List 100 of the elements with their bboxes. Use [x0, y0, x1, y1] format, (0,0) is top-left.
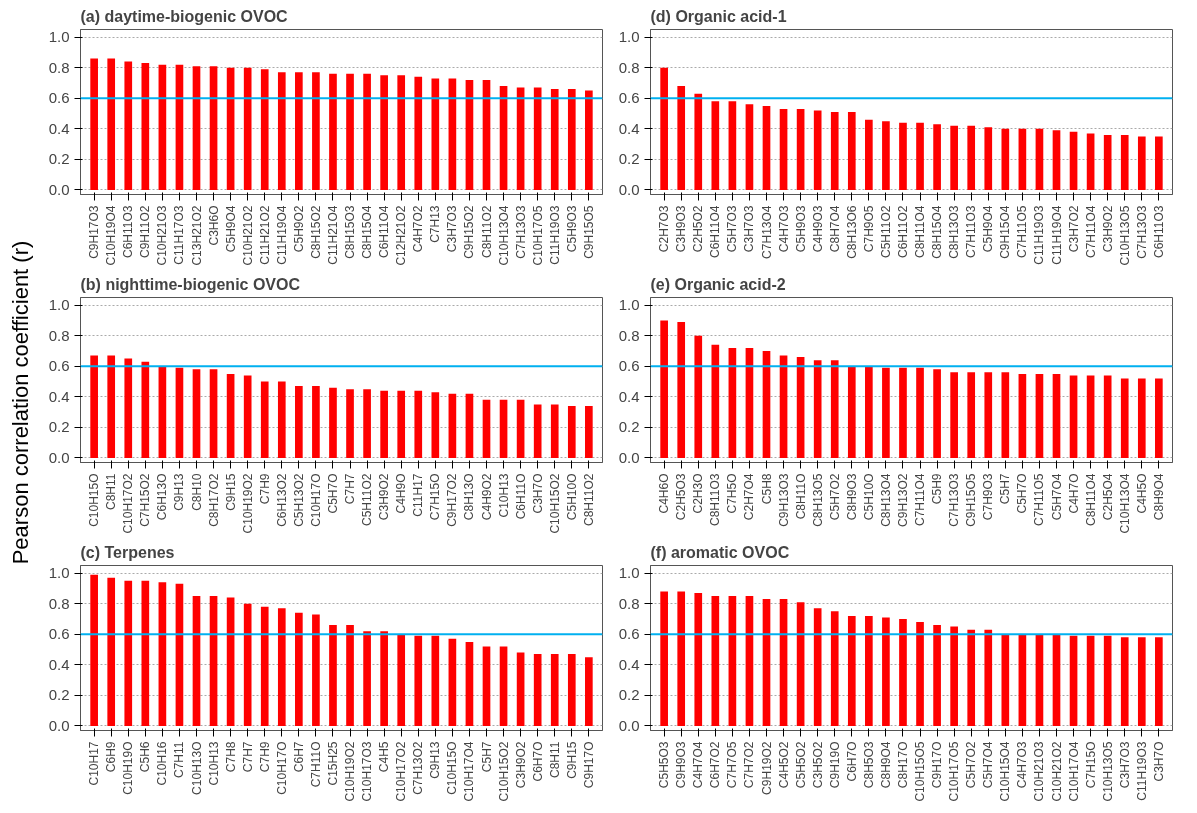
- x-tick-label: C7H11O4: [1083, 205, 1098, 258]
- x-tick-label: C10H21O2: [1049, 741, 1064, 802]
- x-tick-label: C8H9O4: [1151, 473, 1166, 521]
- chart-title: (f) aromatic OVOC: [650, 543, 790, 561]
- y-tick-label: 1.0: [48, 28, 70, 46]
- y-axis-title: Pearson correlation coefficient (r): [8, 240, 33, 565]
- chart-title: (b) nighttime-biogenic OVOC: [80, 275, 301, 293]
- x-tick-label: C9H15: [223, 473, 238, 511]
- x-tick-label: C10H15O: [87, 473, 102, 527]
- x-tick-label: C7H15O2: [138, 473, 153, 527]
- x-tick-label: C5H10O: [861, 473, 876, 521]
- y-tick-label: 0.4: [48, 119, 70, 137]
- x-tick-label: C5H9O4: [981, 205, 996, 253]
- x-tick-label: C10H15O4: [998, 741, 1013, 802]
- y-tick-label: 0.4: [618, 119, 640, 137]
- x-tick-label: C10H17: [87, 741, 102, 786]
- y-tick-label: 0.2: [618, 686, 640, 704]
- x-tick-label: C10H21O3: [1032, 741, 1047, 802]
- x-tick-label: C10H21O3: [155, 205, 170, 266]
- y-tick-label: 0.0: [48, 448, 70, 466]
- x-tick-label: C11H19O3: [547, 205, 562, 265]
- y-tick-label: 0.6: [618, 625, 640, 643]
- x-tick-label: C5H13O2: [291, 473, 306, 527]
- x-tick-label: C11H17O3: [172, 205, 187, 265]
- x-tick-label: C9H17O: [581, 741, 596, 789]
- x-tick-label: C7H13: [428, 205, 443, 243]
- x-tick-label: C8H11O4: [1083, 473, 1098, 526]
- x-tick-label: C7H15O: [428, 473, 443, 521]
- x-tick-label: C5H9O4: [223, 205, 238, 253]
- x-tick-label: C9H17O: [930, 741, 945, 789]
- x-tick-label: C6H7: [291, 741, 306, 773]
- x-tick-label: C10H17O4: [462, 741, 477, 802]
- x-tick-label: C7H7: [240, 741, 255, 773]
- x-tick-label: C10H19O: [121, 741, 136, 795]
- x-tick-label: C10H13O5: [1100, 741, 1115, 802]
- x-tick-label: C3H9O2: [1100, 205, 1115, 253]
- x-tick-label: C10H17O2: [121, 473, 136, 534]
- x-tick-label: C6H11O2: [895, 205, 910, 258]
- x-tick-label: C8H5O3: [861, 741, 876, 789]
- x-tick-label: C5H6: [138, 741, 153, 773]
- x-tick-label: C10H13O4: [1117, 473, 1132, 534]
- x-tick-label: C8H15O4: [930, 205, 945, 259]
- y-tick-label: 0.4: [48, 387, 70, 405]
- x-tick-label: C8H13O: [462, 473, 477, 521]
- x-tick-label: C9H9O3: [674, 741, 689, 789]
- x-tick-label: C8H13O5: [810, 473, 825, 527]
- x-tick-label: C11H21O4: [325, 205, 340, 265]
- x-tick-label: C3H9O2: [377, 473, 392, 521]
- x-tick-label: C10H13: [206, 741, 221, 786]
- x-tick-label: C9H13: [428, 741, 443, 779]
- x-tick-label: C7H11O5: [1032, 473, 1047, 526]
- x-tick-label: C11H19O4: [274, 205, 289, 265]
- x-tick-label: C3H7O3: [742, 205, 757, 253]
- x-tick-label: C7H15O: [1083, 741, 1098, 789]
- x-tick-label: C2H5O3: [674, 473, 689, 521]
- x-tick-label: C2H7O3: [657, 205, 672, 253]
- x-tick-label: C9H15O2: [462, 205, 477, 259]
- y-tick-label: 0.8: [48, 58, 70, 76]
- x-tick-label: C10H15O5: [913, 741, 928, 802]
- y-tick-label: 0.2: [48, 150, 70, 168]
- y-tick-label: 0.2: [618, 418, 640, 436]
- y-tick-label: 1.0: [48, 296, 70, 314]
- x-tick-label: C15H25: [325, 741, 340, 786]
- x-tick-label: C6H11O3: [1151, 205, 1166, 258]
- y-tick-label: 0.6: [48, 89, 70, 107]
- x-tick-label: C10H13: [496, 473, 511, 518]
- x-tick-label: C9H15: [564, 741, 579, 779]
- x-tick-label: C8H11O2: [581, 473, 596, 526]
- y-tick-label: 0.6: [48, 357, 70, 375]
- y-tick-label: 1.0: [618, 296, 640, 314]
- y-tick-label: 0.4: [618, 387, 640, 405]
- chart-title: (c) Terpenes: [80, 543, 175, 561]
- x-tick-label: C9H19O2: [759, 741, 774, 795]
- x-tick-label: C4H9O3: [810, 205, 825, 253]
- x-tick-label: C11H19O3: [1134, 741, 1149, 801]
- x-tick-label: C8H7O4: [827, 205, 842, 253]
- x-tick-label: C4H7O2: [411, 205, 426, 253]
- y-tick-label: 0.8: [618, 58, 640, 76]
- x-tick-label: C6H7O2: [708, 741, 723, 789]
- x-tick-label: C10H19O2: [343, 741, 358, 802]
- x-tick-label: C7H9O3: [981, 473, 996, 521]
- x-tick-label: C8H17O2: [206, 473, 221, 527]
- x-tick-label: C10H15O2: [496, 741, 511, 802]
- x-tick-label: C7H11O5: [1015, 205, 1030, 258]
- x-tick-label: C9H13: [172, 473, 187, 511]
- x-tick-label: C7H9: [257, 741, 272, 773]
- y-tick-label: 0.0: [618, 716, 640, 734]
- x-tick-label: C7H11O3: [964, 205, 979, 258]
- x-tick-label: C3H7O3: [1117, 741, 1132, 789]
- x-tick-label: C11H17: [411, 473, 426, 517]
- x-tick-label: C8H11O4: [913, 205, 928, 258]
- x-tick-label: C8H15O4: [360, 205, 375, 259]
- x-tick-label: C5H9O3: [793, 205, 808, 253]
- x-tick-label: C8H10: [189, 473, 204, 511]
- x-tick-label: C5H9O2: [291, 205, 306, 253]
- x-tick-label: C9H13O2: [895, 473, 910, 527]
- x-tick-label: C6H11O4: [708, 205, 723, 258]
- x-tick-label: C8H17O: [895, 741, 910, 789]
- x-tick-label: C8H15O2: [308, 205, 323, 259]
- x-tick-label: C5H7O4: [981, 741, 996, 789]
